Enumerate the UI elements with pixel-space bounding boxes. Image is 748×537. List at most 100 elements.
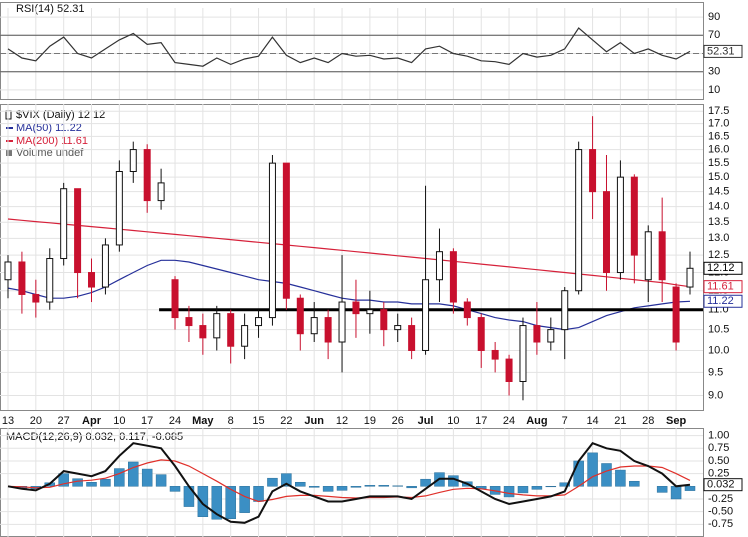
- histogram-bar: [267, 477, 278, 487]
- value-tag: [703, 261, 743, 275]
- histogram-bar: [378, 485, 390, 487]
- candle-body: [575, 149, 583, 292]
- candle-body: [505, 358, 513, 382]
- candle-body: [602, 191, 610, 274]
- candle-body: [408, 325, 416, 351]
- candle-body: [352, 301, 360, 315]
- x-tick-label: May: [192, 415, 214, 427]
- value-tag-label: 11.61: [707, 281, 734, 293]
- candle-body: [589, 149, 597, 193]
- histogram-bar: [336, 486, 348, 491]
- candle-body: [199, 325, 207, 339]
- y-tick-label: 1.00: [708, 430, 729, 442]
- candle-body: [533, 325, 541, 343]
- macd-line: [7, 459, 691, 503]
- candle-body: [644, 231, 652, 281]
- x-tick-label: 10: [113, 415, 125, 427]
- candle-body: [4, 261, 12, 281]
- x-tick-label: 15: [252, 415, 264, 427]
- histogram-bar: [225, 486, 236, 519]
- y-tick-label: 10: [708, 84, 720, 96]
- y-tick-label: 15.5: [708, 157, 729, 169]
- candle-body: [157, 182, 165, 202]
- histogram-bar: [155, 474, 167, 487]
- histogram-bar: [392, 485, 403, 487]
- y-tick-label: -0.75: [708, 518, 733, 530]
- y-tick-label: 13.0: [708, 232, 729, 244]
- y-tick-label: 14.5: [708, 186, 729, 198]
- x-tick-label: 19: [364, 415, 376, 427]
- histogram-bar: [587, 452, 598, 487]
- candle-body: [422, 279, 430, 351]
- y-tick-label: 14.0: [708, 201, 729, 213]
- x-tick-label: 21: [614, 415, 626, 427]
- candle-body: [686, 267, 694, 288]
- histogram-bar: [295, 481, 306, 487]
- y-tick-label: 0.50: [708, 455, 729, 467]
- candle-body: [60, 188, 68, 260]
- y-tick-label: 10.0: [708, 344, 729, 356]
- histogram-bar: [253, 486, 264, 502]
- y-tick-label: 17.5: [708, 105, 729, 117]
- histogram-bar: [545, 486, 557, 488]
- x-tick-label: 12: [336, 415, 348, 427]
- histogram-bar: [420, 478, 431, 487]
- candle-body: [561, 290, 569, 331]
- candle-body: [101, 244, 109, 288]
- candle-body: [115, 170, 123, 246]
- candle-body: [491, 349, 499, 360]
- candle-body: [394, 325, 402, 331]
- value-tag: [703, 280, 743, 294]
- candle-body: [213, 313, 221, 339]
- value-tag: [703, 294, 743, 308]
- value-tag: [703, 478, 743, 492]
- histogram-bar: [141, 468, 153, 487]
- y-tick-label: 9.0: [708, 389, 723, 401]
- candle-body: [143, 149, 151, 202]
- candle-body: [268, 162, 276, 319]
- x-tick-label: 20: [30, 415, 42, 427]
- y-tick-label: 15.0: [708, 171, 729, 183]
- candle-body: [547, 329, 555, 343]
- y-tick-label: -0.50: [708, 506, 733, 518]
- y-tick-label: 0.75: [708, 442, 729, 454]
- histogram-bar: [211, 486, 223, 520]
- y-tick-label: 9.5: [708, 366, 723, 378]
- x-tick-label: 8: [228, 415, 234, 427]
- histogram-bar: [308, 486, 320, 488]
- x-tick-label: Sep: [666, 415, 686, 427]
- value-tag-label: 52.31: [707, 45, 735, 57]
- x-tick-label: 17: [141, 415, 153, 427]
- macd-title: MACD(12,26,9) 0.032, 0.117, -0.085: [6, 431, 183, 443]
- candle-body: [46, 258, 54, 303]
- histogram-bar: [684, 486, 696, 491]
- candle-body: [477, 317, 485, 351]
- histogram-bar: [100, 478, 111, 487]
- x-tick-label: 26: [392, 415, 404, 427]
- value-tag-label: 0.032: [707, 479, 735, 491]
- y-tick-label: 0.25: [708, 468, 729, 480]
- price-panel: [0, 104, 704, 411]
- y-tick-label: 17.0: [708, 118, 729, 130]
- histogram-bar: [350, 486, 362, 488]
- candle-body: [241, 325, 249, 347]
- histogram-bar: [128, 461, 139, 487]
- histogram-bar: [281, 473, 292, 487]
- candle-body: [449, 251, 457, 303]
- histogram-bar: [615, 469, 626, 487]
- y-tick-label: 70: [708, 29, 720, 41]
- x-tick-label: 28: [642, 415, 654, 427]
- x-tick-label: 24: [169, 415, 181, 427]
- x-tick-label: Jul: [418, 415, 434, 427]
- histogram-bar: [197, 486, 209, 517]
- y-tick-label: 12.5: [708, 249, 729, 261]
- x-tick-label: 7: [562, 415, 568, 427]
- histogram-bar: [656, 486, 668, 493]
- histogram-bar: [503, 486, 515, 498]
- candle-body: [658, 231, 666, 281]
- histogram-bar: [86, 481, 97, 487]
- x-tick-label: 14: [586, 415, 598, 427]
- histogram-bar: [406, 486, 417, 489]
